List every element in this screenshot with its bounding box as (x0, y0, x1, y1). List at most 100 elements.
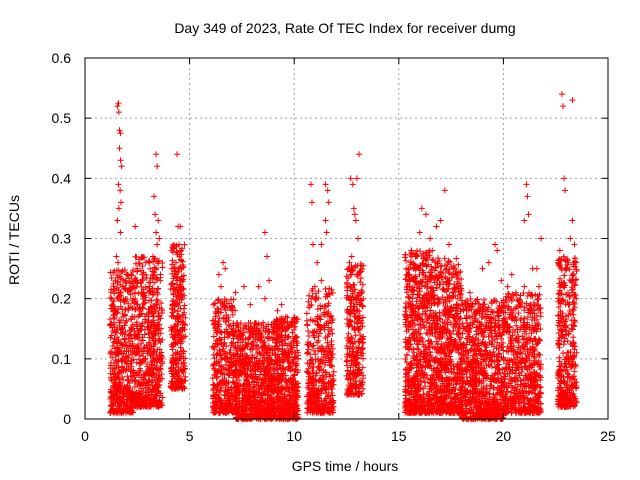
data-point (110, 280, 117, 287)
data-point (174, 332, 181, 339)
data-point (182, 373, 189, 380)
data-point (177, 340, 184, 347)
data-point (108, 305, 115, 312)
data-point (176, 287, 183, 294)
data-point (171, 307, 178, 314)
data-point (173, 242, 180, 249)
data-point (211, 365, 218, 372)
data-point (305, 328, 312, 335)
data-point (121, 322, 128, 329)
data-point (227, 394, 234, 401)
data-point (170, 301, 177, 308)
data-point (148, 365, 155, 372)
data-point (122, 296, 129, 303)
data-point (330, 368, 337, 375)
data-point (151, 348, 158, 355)
data-point (149, 289, 156, 296)
data-point (176, 336, 183, 343)
data-point (173, 371, 180, 378)
data-point (119, 350, 126, 357)
data-point (122, 277, 129, 284)
data-point (125, 300, 132, 307)
data-point (148, 343, 155, 350)
data-point (177, 327, 184, 334)
data-point (116, 347, 123, 354)
data-point (210, 333, 217, 340)
data-point (213, 310, 220, 317)
data-point (234, 339, 241, 346)
data-point (133, 254, 140, 261)
data-point (142, 294, 149, 301)
data-point (125, 333, 132, 340)
data-point (181, 385, 188, 392)
data-point (134, 344, 141, 351)
data-point (111, 335, 118, 342)
data-point (170, 352, 177, 359)
data-point (126, 380, 133, 387)
data-point (223, 297, 230, 304)
data-point (159, 394, 166, 401)
data-point (150, 355, 157, 362)
data-point (212, 392, 219, 399)
data-point (122, 278, 129, 285)
data-point (218, 397, 225, 404)
data-point (211, 399, 218, 406)
data-point (221, 334, 228, 341)
data-point (115, 402, 122, 409)
data-point (174, 314, 181, 321)
data-point (110, 398, 117, 405)
data-point (211, 355, 218, 362)
data-point (402, 251, 409, 258)
data-point (114, 358, 121, 365)
data-point (239, 346, 246, 353)
data-point (141, 379, 148, 386)
data-point (136, 312, 143, 319)
data-point (181, 359, 188, 366)
data-point (217, 351, 224, 358)
data-point (147, 399, 154, 406)
data-point (112, 351, 119, 358)
data-point (181, 241, 188, 248)
data-point (180, 263, 187, 270)
data-point (116, 322, 123, 329)
data-point (455, 261, 462, 268)
data-point (107, 269, 114, 276)
data-point (139, 271, 146, 278)
data-point (148, 396, 155, 403)
data-point (124, 288, 131, 295)
data-point (119, 373, 126, 380)
data-point (242, 365, 249, 372)
data-point (126, 327, 133, 334)
data-point (220, 381, 227, 388)
data-point (113, 409, 120, 416)
data-point (109, 354, 116, 361)
data-point (402, 356, 409, 363)
data-point (217, 405, 224, 412)
data-point (178, 284, 185, 291)
data-point (156, 304, 163, 311)
data-point (215, 321, 222, 328)
data-point (138, 279, 145, 286)
data-point (145, 388, 152, 395)
data-point (131, 370, 138, 377)
data-point (215, 296, 222, 303)
data-point (154, 321, 161, 328)
data-point (153, 274, 160, 281)
data-point (135, 260, 142, 267)
data-point (224, 366, 231, 373)
data-point (224, 400, 231, 407)
data-point (117, 297, 124, 304)
data-point (133, 350, 140, 357)
data-point (137, 327, 144, 334)
data-point (174, 277, 181, 284)
data-point (107, 386, 114, 393)
data-point (119, 356, 126, 363)
data-point (227, 351, 234, 358)
data-point (222, 361, 229, 368)
data-point (116, 388, 123, 395)
data-point (141, 344, 148, 351)
data-point (114, 392, 121, 399)
data-point (118, 292, 125, 299)
data-point (251, 397, 258, 404)
data-point (221, 348, 228, 355)
